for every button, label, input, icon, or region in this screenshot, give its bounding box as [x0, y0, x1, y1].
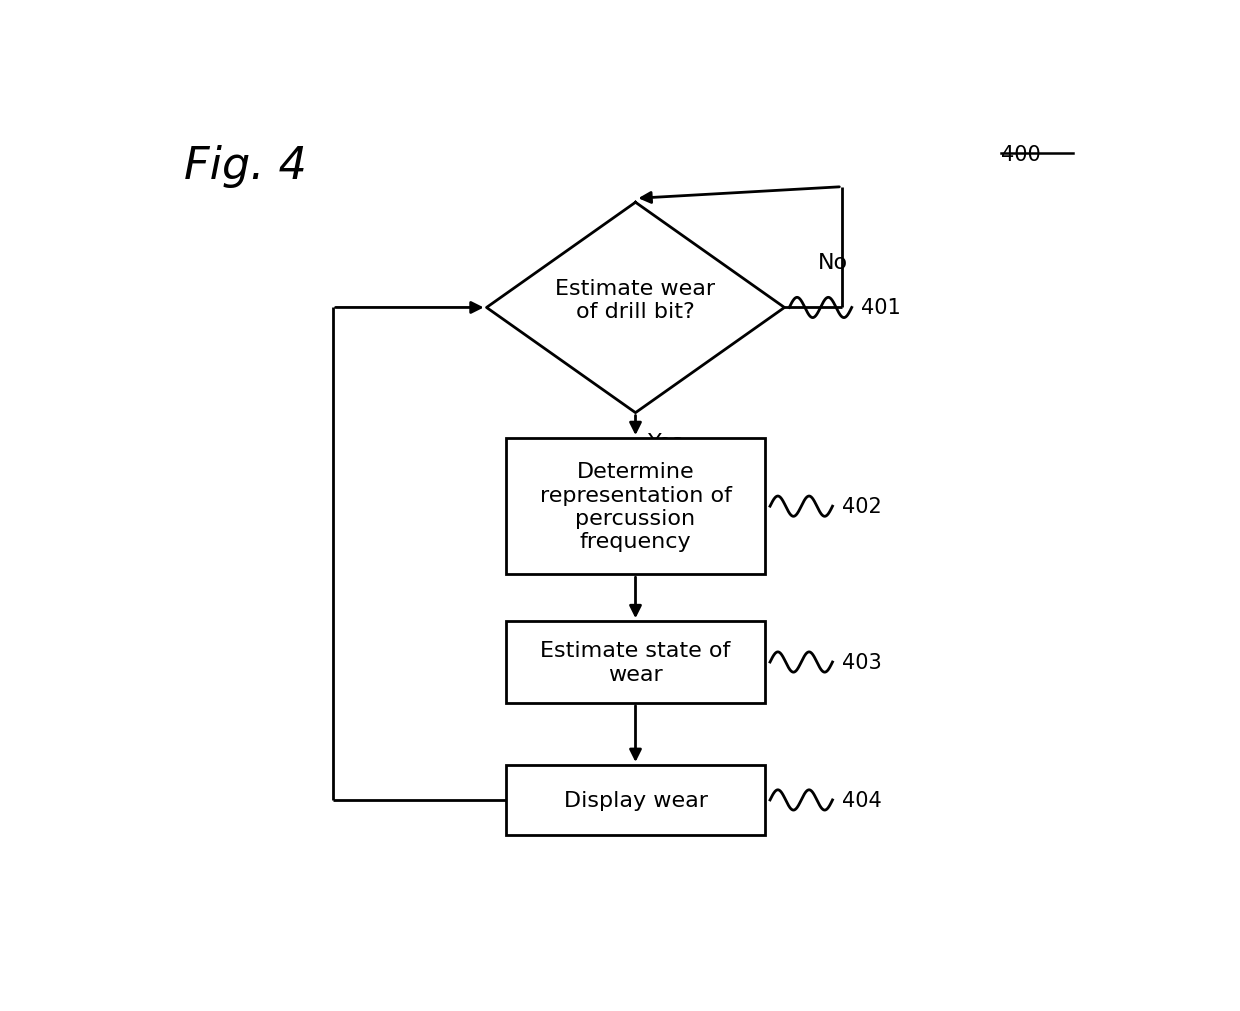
Text: Estimate state of
wear: Estimate state of wear	[541, 641, 730, 683]
Text: 401: 401	[862, 298, 901, 318]
Bar	[506, 439, 765, 575]
Polygon shape	[486, 203, 785, 413]
Text: No: No	[818, 253, 848, 273]
Text: Estimate wear
of drill bit?: Estimate wear of drill bit?	[556, 279, 715, 321]
Bar	[506, 622, 765, 704]
Text: Fig. 4: Fig. 4	[184, 145, 306, 188]
Bar	[506, 765, 765, 835]
Text: 402: 402	[842, 496, 882, 517]
Text: 403: 403	[842, 652, 882, 672]
Text: Determine
representation of
percussion
frequency: Determine representation of percussion f…	[539, 462, 732, 551]
Text: 400: 400	[1001, 145, 1040, 165]
Text: 404: 404	[842, 791, 882, 810]
Text: Display wear: Display wear	[563, 791, 708, 810]
Text: Yes: Yes	[649, 433, 684, 453]
